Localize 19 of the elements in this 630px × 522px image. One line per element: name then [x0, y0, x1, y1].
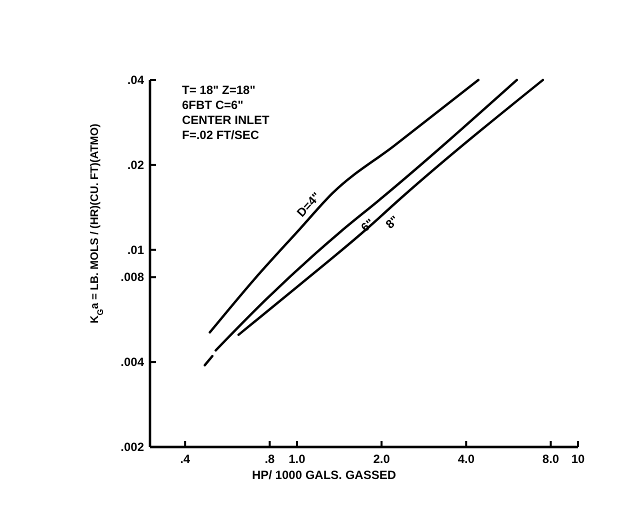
- x-tick-label: .4: [180, 452, 190, 466]
- y-tick-label: .004: [120, 355, 144, 370]
- annotation: F=.02 FT/SEC: [182, 128, 260, 142]
- x-tick-label: 1.0: [288, 452, 306, 466]
- y-tick-label: .04: [127, 73, 144, 87]
- annotation: CENTER INLET: [182, 113, 270, 127]
- y-tick-label: .01: [127, 242, 144, 257]
- text: 8": [382, 212, 402, 232]
- annotation: T= 18" Z=18": [182, 83, 256, 97]
- y-tick-label: .008: [120, 270, 144, 284]
- x-tick-label: .8: [264, 452, 276, 466]
- x-tick-label: 2.0: [373, 452, 390, 466]
- x-tick-label: 4.0: [458, 452, 475, 466]
- x-tick-label: 8.0: [542, 452, 560, 466]
- x-axis-title: HP/ 1000 GALS. GASSED: [252, 468, 396, 482]
- x-tick-label: 10: [571, 452, 585, 466]
- y-tick-label: .002: [120, 440, 144, 454]
- y-tick-label: .02: [127, 158, 144, 172]
- annotation: 6FBT C=6": [182, 98, 244, 112]
